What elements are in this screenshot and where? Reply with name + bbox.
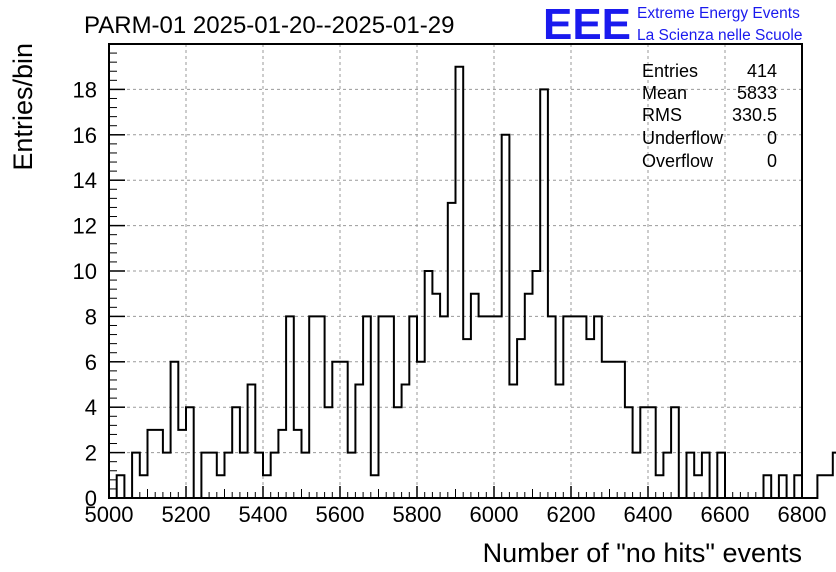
x-tick-label: 5600 — [316, 502, 365, 527]
histogram-bin — [302, 453, 310, 498]
eee-logo-mark: EEE — [543, 0, 631, 49]
histogram-bin — [556, 385, 564, 499]
histogram-bin — [825, 475, 833, 498]
y-tick-label: 2 — [85, 441, 97, 466]
histogram-bin — [417, 362, 425, 498]
histogram-series — [115, 65, 836, 499]
histogram-bin — [602, 362, 610, 498]
x-tick-label: 5400 — [239, 502, 288, 527]
histogram-bin — [148, 430, 156, 498]
histogram-bin — [471, 294, 479, 498]
histogram-bin — [140, 475, 148, 498]
histogram-bin — [340, 362, 348, 498]
histogram-bin — [371, 475, 379, 498]
x-tick-label: 5200 — [162, 502, 211, 527]
axis-ticks — [108, 52, 803, 499]
y-tick-label: 16 — [73, 123, 97, 148]
stat-mean-label: Mean — [642, 83, 687, 103]
y-tick-label: 4 — [85, 395, 97, 420]
histogram-bin — [525, 294, 533, 498]
histogram-bin — [540, 89, 548, 498]
histogram-bin — [717, 453, 725, 498]
y-tick-label: 0 — [85, 486, 97, 511]
y-axis-label: Entries/bin — [8, 43, 38, 171]
stats-box: Entries 414 Mean 5833 RMS 330.5 Underflo… — [642, 61, 777, 171]
x-axis-label: Number of "no hits" events — [483, 538, 802, 568]
histogram-bin — [117, 475, 125, 498]
stat-entries-label: Entries — [642, 61, 698, 81]
histogram-bin — [617, 362, 625, 498]
histogram-bin — [355, 385, 363, 499]
histogram-bin — [402, 385, 410, 499]
histogram-bin — [255, 453, 263, 498]
x-tick-label: 6800 — [778, 502, 827, 527]
histogram-bin — [294, 430, 302, 498]
histogram-bin — [240, 453, 248, 498]
histogram-bin — [702, 453, 710, 498]
y-tick-label: 12 — [73, 214, 97, 239]
chart-title: PARM-01 2025-01-20--2025-01-29 — [84, 12, 454, 39]
stat-rms-value: 330.5 — [732, 105, 777, 125]
stat-rms-label: RMS — [642, 105, 682, 125]
x-tick-label: 6400 — [624, 502, 673, 527]
y-tick-label: 6 — [85, 350, 97, 375]
y-tick-label: 18 — [73, 77, 97, 102]
histogram-bin — [687, 453, 695, 498]
histogram-bin — [225, 453, 233, 498]
histogram-bin — [271, 453, 279, 498]
histogram-bin — [155, 430, 163, 498]
histogram-bin — [779, 475, 787, 498]
histogram-bin — [764, 475, 772, 498]
x-tick-label: 5000 — [85, 502, 134, 527]
histogram-bin — [694, 475, 702, 498]
y-tick-label: 10 — [73, 259, 97, 284]
histogram-bin — [432, 294, 440, 498]
histogram-bin — [332, 362, 340, 498]
histogram-bin — [178, 430, 186, 498]
stat-overflow-label: Overflow — [642, 151, 714, 171]
stat-entries-value: 414 — [747, 61, 777, 81]
x-tick-label: 6000 — [470, 502, 519, 527]
y-tick-label: 8 — [85, 304, 97, 329]
stat-overflow-value: 0 — [767, 151, 777, 171]
stat-underflow-value: 0 — [767, 128, 777, 148]
histogram-bin — [463, 339, 471, 498]
histogram-bin — [217, 475, 225, 498]
histogram-bin — [248, 385, 256, 499]
histogram-bin — [517, 339, 525, 498]
histogram-bin — [448, 203, 456, 498]
histogram-bin — [633, 453, 641, 498]
histogram-bins — [117, 67, 836, 498]
histogram-bin — [171, 362, 179, 498]
histogram-bin — [201, 453, 209, 498]
histogram-bin — [263, 475, 271, 498]
histogram-bin — [533, 271, 541, 498]
histogram-bin — [163, 453, 171, 498]
stat-mean-value: 5833 — [737, 83, 777, 103]
histogram-bin — [348, 453, 356, 498]
x-tick-label: 5800 — [393, 502, 442, 527]
histogram-bin — [209, 453, 217, 498]
x-tick-label: 6200 — [547, 502, 596, 527]
histogram-bin — [509, 385, 517, 499]
histogram-bin — [456, 67, 464, 498]
histogram-bin — [610, 362, 618, 498]
x-tick-label: 6600 — [701, 502, 750, 527]
histogram-bin — [794, 475, 802, 498]
tick-labels: 5000 5200 5400 5600 5800 6000 6200 6400 6600 6800… — [73, 77, 827, 527]
histogram-bin — [586, 339, 594, 498]
histogram-bin — [817, 475, 825, 498]
histogram-bin — [278, 430, 286, 498]
y-tick-label: 14 — [73, 168, 97, 193]
histogram-bin — [656, 475, 664, 498]
logo-line-1: Extreme Energy Events — [637, 5, 800, 22]
eee-logo: EEE Extreme Energy Events La Scienza nel… — [543, 0, 802, 49]
histogram-bin — [425, 271, 433, 498]
logo-line-2: La Scienza nelle Scuole — [637, 27, 802, 44]
histogram-bin — [132, 453, 140, 498]
stat-underflow-label: Underflow — [642, 128, 724, 148]
histogram-bin — [663, 453, 671, 498]
